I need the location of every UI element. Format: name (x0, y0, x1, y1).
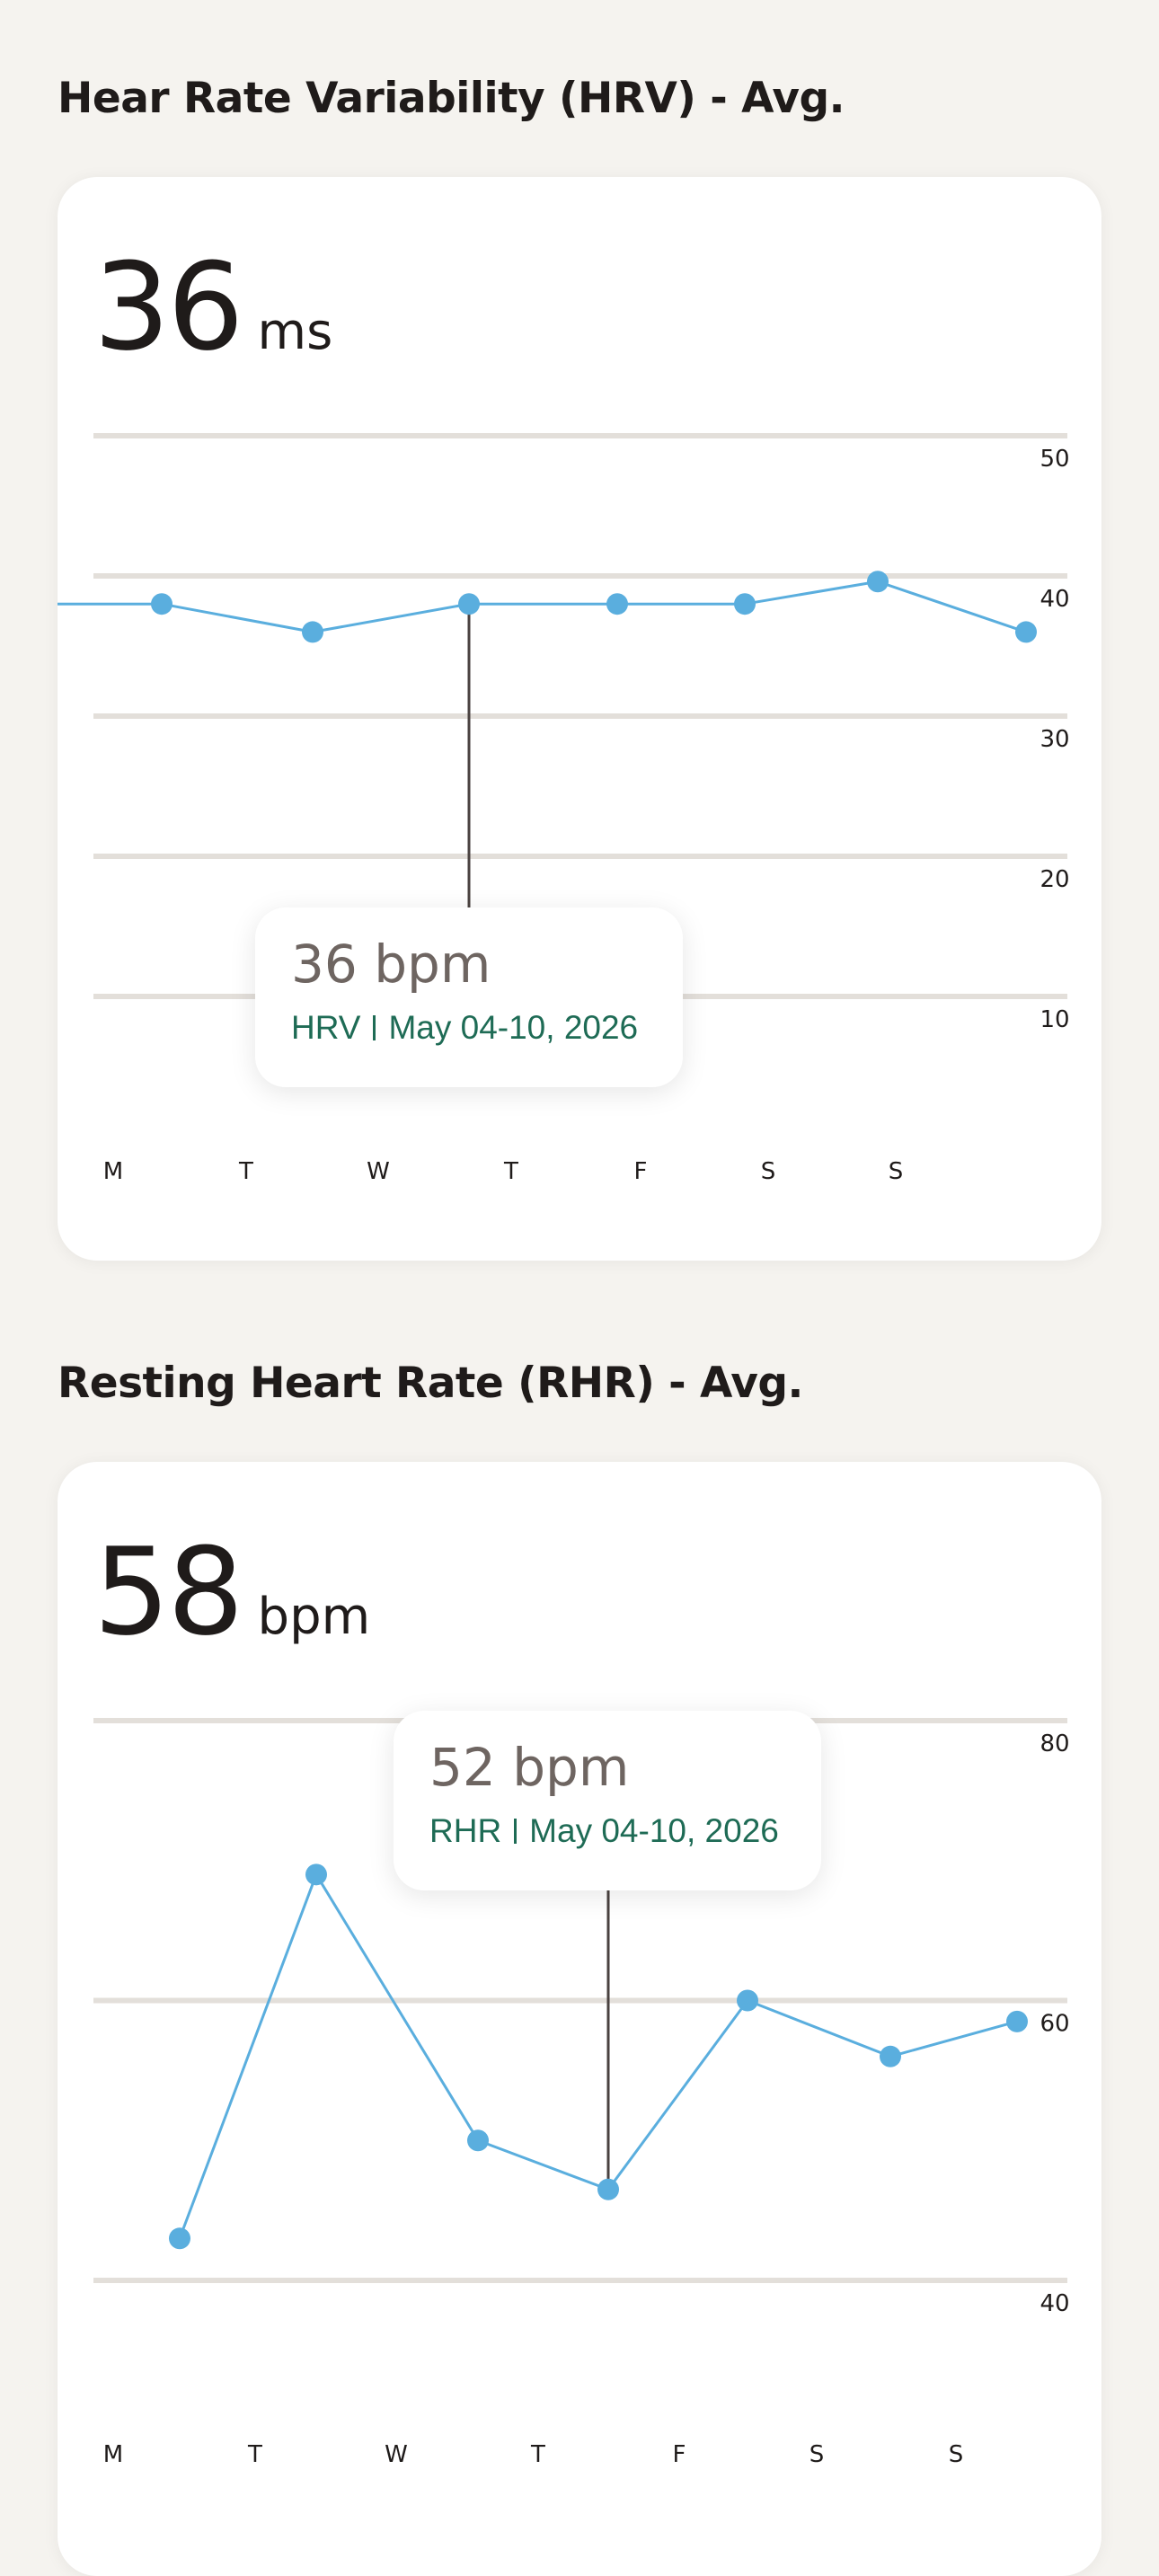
hrv-unit: ms (257, 303, 333, 361)
rhr-data-point (597, 2178, 619, 2200)
hrv-section-title: Hear Rate Variability (HRV) - Avg. (58, 74, 845, 123)
hrv-data-point (867, 571, 889, 593)
rhr-data-point (169, 2227, 190, 2250)
hrv-data-point (606, 593, 628, 615)
rhr-x-tick-label: S (949, 2441, 964, 2468)
hrv-y-tick-label: 30 (1040, 726, 1069, 753)
rhr-x-tick-label: S (810, 2441, 825, 2468)
rhr-data-point (467, 2129, 489, 2152)
rhr-line-chart[interactable]: 40 60 80 M T W T F S S (58, 1462, 1101, 2576)
hrv-tooltip-value: 36 bpm (291, 934, 491, 995)
hrv-y-tick-label: 20 (1040, 866, 1069, 893)
rhr-y-tick-label: 80 (1040, 1731, 1069, 1757)
tooltip-separator (514, 1818, 518, 1844)
rhr-x-tick-label: M (103, 2441, 123, 2468)
rhr-x-tick-label: F (673, 2441, 686, 2468)
hrv-tooltip-meta: HRV May 04-10, 2026 (291, 1009, 683, 1047)
hrv-y-tick-label: 40 (1040, 586, 1069, 613)
hrv-data-point (734, 593, 756, 615)
hrv-data-point (302, 621, 323, 643)
rhr-y-tick-label: 40 (1040, 2290, 1069, 2317)
rhr-data-point (880, 2045, 901, 2067)
hrv-x-tick-label: S (761, 1158, 776, 1185)
tooltip-separator (373, 1014, 376, 1040)
hrv-x-tick-label: M (103, 1158, 123, 1185)
hrv-y-tick-label: 50 (1040, 446, 1069, 473)
rhr-card: 58 bpm 40 60 80 M T W T F S S 52 bpm RHR May 04-1… (58, 1462, 1101, 2576)
hrv-data-point (1015, 621, 1037, 643)
hrv-data-point (151, 593, 173, 615)
rhr-y-tick-label: 60 (1040, 2011, 1069, 2038)
rhr-x-tick-label: T (247, 2441, 262, 2468)
rhr-x-tick-label: W (385, 2441, 408, 2468)
hrv-line-chart[interactable]: 10 20 30 40 50 M T W T F S S (58, 177, 1101, 1261)
rhr-tooltip: 52 bpm RHR May 04-10, 2026 (394, 1711, 821, 1890)
hrv-card: 36 ms 10 20 30 40 50 M T W T F S S 36 bpm HRV May 0… (58, 177, 1101, 1261)
rhr-value: 58 (93, 1522, 244, 1662)
rhr-tooltip-meta: RHR May 04-10, 2026 (429, 1812, 821, 1850)
rhr-unit: bpm (257, 1588, 371, 1646)
hrv-x-tick-label: T (503, 1158, 518, 1185)
rhr-data-point (1006, 2010, 1028, 2032)
hrv-x-tick-label: W (367, 1158, 390, 1185)
hrv-y-tick-label: 10 (1040, 1006, 1069, 1033)
hrv-tooltip-metric: HRV (291, 1008, 361, 1046)
rhr-x-tick-label: T (530, 2441, 545, 2468)
rhr-tooltip-metric: RHR (429, 1811, 502, 1849)
rhr-summary: 58 bpm (93, 1532, 370, 1652)
hrv-series-line (161, 580, 1027, 633)
hrv-x-tick-label: F (634, 1158, 648, 1185)
hrv-tooltip-range: May 04-10, 2026 (388, 1008, 639, 1046)
hrv-summary: 36 ms (93, 247, 332, 367)
rhr-tooltip-value: 52 bpm (429, 1737, 630, 1798)
rhr-section-title: Resting Heart Rate (RHR) - Avg. (58, 1359, 803, 1408)
rhr-tooltip-range: May 04-10, 2026 (529, 1811, 779, 1849)
hrv-tooltip: 36 bpm HRV May 04-10, 2026 (255, 907, 683, 1087)
hrv-value: 36 (93, 237, 244, 377)
hrv-x-tick-label: T (238, 1158, 253, 1185)
rhr-data-point (737, 1989, 758, 2012)
rhr-data-point (305, 1863, 327, 1886)
hrv-x-tick-label: S (889, 1158, 904, 1185)
hrv-data-point (458, 593, 480, 615)
